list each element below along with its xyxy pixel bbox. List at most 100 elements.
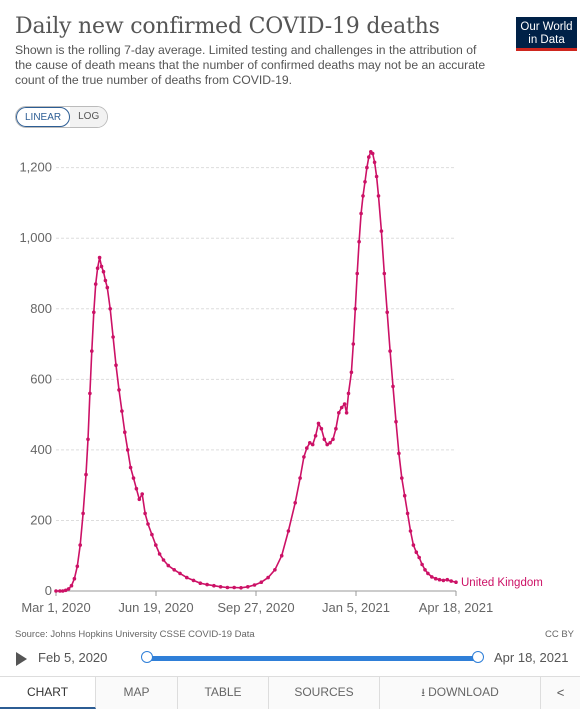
data-point [137,497,142,502]
data-point [90,349,94,353]
log-scale-button[interactable]: LOG [70,107,108,127]
data-point [95,266,100,270]
tab-chart[interactable]: CHART [0,677,96,709]
data-point [246,585,250,589]
timeline-track[interactable] [147,656,478,661]
data-point [286,529,291,533]
data-point [353,307,358,311]
data-point [266,575,270,580]
data-point [131,476,136,480]
data-point [66,587,71,591]
data-point [331,437,335,442]
data-point [426,571,430,576]
data-point [308,441,312,445]
data-point [239,586,243,590]
share-button[interactable]: < [541,677,580,709]
data-point [385,310,390,315]
data-point [414,550,419,554]
series-layer: United Kingdom [54,150,543,593]
data-point [75,564,80,569]
data-point [394,419,398,424]
scale-toggle[interactable]: LINEAR LOG [15,106,109,128]
data-point [454,580,458,584]
timeline-start-handle[interactable] [141,651,153,663]
tab-bar: CHART MAP TABLE SOURCES ⭳ DOWNLOAD < [0,676,580,709]
data-point [218,585,223,589]
data-point [111,335,115,339]
data-point [374,174,379,179]
data-point [134,486,139,491]
tab-download[interactable]: ⭳ DOWNLOAD [380,677,541,709]
data-point [58,589,62,593]
data-point [117,388,121,392]
tab-map[interactable]: MAP [96,677,178,709]
data-point [372,160,377,165]
data-point [54,589,58,593]
data-point [391,384,395,389]
data-point [346,391,351,396]
data-point [212,583,216,588]
data-point [397,451,401,456]
data-point [357,239,361,244]
play-icon[interactable] [16,652,27,666]
timeline[interactable]: Feb 5, 2020 Apr 18, 2021 [0,646,580,672]
line-chart: 0 200 400 600 800 1,000 1,200 Mar 1, 2020 Jun 19… [19,150,543,615]
data-point [185,575,189,580]
data-point [120,409,124,413]
data-point [334,426,338,431]
data-point [252,583,257,587]
data-point [78,543,82,547]
data-point [172,568,176,572]
download-icon: ⭳ [421,687,426,699]
data-point [166,563,171,568]
data-point [128,465,133,470]
data-point [420,562,424,567]
data-point [408,529,413,533]
data-point [108,307,112,311]
data-point [441,578,446,583]
data-point [302,455,306,459]
source-note[interactable]: Source: Johns Hopkins University CSSE CO… [15,629,255,640]
data-point [313,434,318,438]
data-point [337,411,341,415]
data-point [105,285,110,290]
data-point [97,255,102,260]
data-point [140,492,144,496]
owid-logo[interactable]: Our World in Data [516,17,577,51]
tab-table[interactable]: TABLE [178,677,269,709]
data-point [123,430,127,435]
logo-line-1: Our World [520,21,573,33]
series-line-united-kingdom [56,151,457,592]
data-point [351,342,356,346]
data-point [319,426,324,431]
data-point [382,271,387,276]
data-point [125,448,130,452]
axes: 0 200 400 600 800 1,000 1,200 Mar 1, 2020 Jun 19… [19,160,493,615]
data-point [232,585,236,590]
y-tick-label: 400 [30,442,52,457]
timeline-end-handle[interactable] [472,651,484,663]
x-tick-label: Jun 19, 2020 [118,600,193,615]
data-point [157,552,162,556]
data-point [86,437,90,442]
data-point [388,349,392,353]
linear-scale-button[interactable]: LINEAR [16,107,71,127]
data-point [88,391,92,396]
license-label[interactable]: CC BY [544,629,574,640]
data-point [349,370,354,375]
data-point [93,282,98,286]
x-tick-label: Apr 18, 2021 [419,600,493,615]
data-point [342,402,347,406]
chart-subtitle: Shown is the rolling 7-day average. Limi… [15,43,486,87]
data-point [322,437,327,442]
data-point [405,511,410,516]
data-point [379,229,384,233]
timeline-start-label: Feb 5, 2020 [38,650,108,665]
tab-sources[interactable]: SOURCES [269,677,380,709]
data-point [178,571,182,576]
data-point [150,532,154,537]
y-tick-label: 1,200 [19,160,52,175]
data-point [423,568,427,572]
data-point [417,555,422,560]
series-label: United Kingdom [461,577,543,589]
